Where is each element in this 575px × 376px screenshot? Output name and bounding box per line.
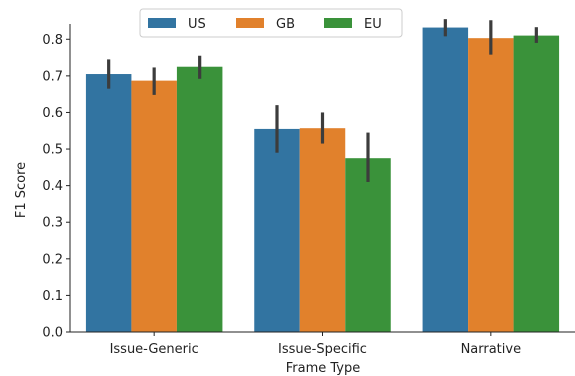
y-tick-label: 0.8 bbox=[42, 33, 63, 48]
legend: US GB EU bbox=[139, 8, 403, 38]
bar-gb-1 bbox=[299, 128, 346, 332]
bar-us-0 bbox=[85, 74, 132, 332]
y-tick-label: 0.0 bbox=[42, 326, 63, 341]
bar-gb-2 bbox=[468, 38, 514, 333]
bar-eu-1 bbox=[345, 158, 391, 332]
y-tick-label: 0.5 bbox=[42, 143, 63, 158]
y-tick-label: 0.2 bbox=[42, 252, 63, 267]
x-tick-label: Issue-Specific bbox=[278, 342, 367, 357]
legend-swatch-gb bbox=[236, 18, 264, 28]
bar-us-1 bbox=[254, 128, 300, 332]
legend-box bbox=[139, 8, 403, 38]
bar-eu-2 bbox=[513, 35, 560, 332]
x-axis-label: Frame Type bbox=[286, 361, 361, 376]
bar-eu-0 bbox=[176, 66, 223, 332]
bar-gb-0 bbox=[131, 80, 177, 332]
x-tick-label: Narrative bbox=[461, 342, 522, 357]
legend-label-us: US bbox=[188, 17, 206, 32]
y-tick-label: 0.7 bbox=[42, 69, 63, 84]
legend-label-gb: GB bbox=[276, 17, 295, 32]
y-tick-label: 0.4 bbox=[42, 179, 63, 194]
x-tick-label: Issue-Generic bbox=[110, 342, 199, 357]
y-tick-label: 0.1 bbox=[42, 289, 63, 304]
legend-swatch-us bbox=[148, 18, 176, 28]
bar-us-2 bbox=[422, 27, 469, 333]
y-tick-label: 0.6 bbox=[42, 106, 63, 121]
legend-swatch-eu bbox=[324, 18, 352, 28]
y-axis-label: F1 Score bbox=[14, 162, 29, 218]
plot-area: Issue-Generic Issue-Specific Narrative 0.0 0… bbox=[42, 19, 575, 357]
y-tick-label: 0.3 bbox=[42, 216, 63, 231]
legend-label-eu: EU bbox=[364, 17, 382, 32]
